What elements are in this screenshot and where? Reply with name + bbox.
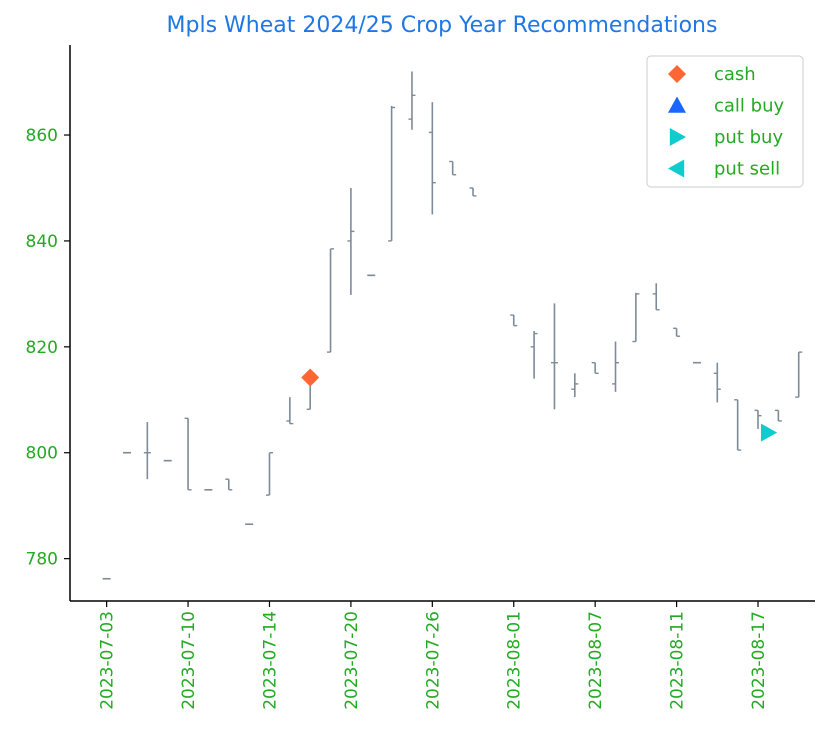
ohlc-bar	[347, 187, 355, 295]
legend-cash-label: cash	[714, 64, 756, 85]
legend-cash-marker	[668, 65, 686, 83]
ohlc-bar	[510, 314, 518, 327]
ohlc-bar	[286, 397, 294, 425]
legend: cash call buy put buy put sell	[646, 55, 804, 188]
ohlc-bar	[754, 409, 762, 429]
legend-put-sell-label: put sell	[714, 159, 780, 180]
cash-marker	[301, 368, 320, 387]
x-tick-label: 2023-08-07	[586, 611, 606, 710]
ohlc-bar	[184, 417, 192, 491]
ohlc-bar	[449, 160, 457, 176]
ohlc-bar	[408, 71, 416, 130]
legend-box	[646, 55, 804, 188]
x-tick-label: 2023-07-20	[342, 611, 362, 710]
ohlc-bar	[143, 422, 151, 480]
ohlc-bar	[225, 478, 233, 491]
x-tick-label: 2023-07-03	[98, 611, 118, 710]
ohlc-bar	[388, 105, 396, 242]
put-buy-marker	[760, 423, 778, 442]
ohlc-bar	[673, 327, 681, 337]
ohlc-bar	[612, 341, 620, 392]
ohlc-bar	[469, 187, 477, 197]
x-tick-label: 2023-07-14	[260, 611, 280, 710]
x-tick-label: 2023-08-11	[668, 611, 688, 710]
ohlc-bar	[571, 373, 579, 398]
y-tick-label: 800	[26, 444, 58, 464]
ohlc-bar	[591, 362, 599, 375]
x-tick-label: 2023-07-26	[423, 611, 443, 710]
legend-call-buy-label: call buy	[714, 96, 784, 117]
legend-put-buy-marker	[669, 128, 686, 146]
ohlc-bar	[327, 248, 335, 353]
ohlc-bar	[774, 409, 782, 422]
plot-area	[102, 71, 803, 580]
ohlc-bar	[652, 283, 660, 311]
y-tick-label: 780	[26, 550, 58, 570]
ohlc-bar	[632, 292, 640, 343]
y-tick-label: 860	[26, 126, 58, 146]
x-tick-label: 2023-08-17	[749, 611, 769, 710]
x-axis-ticks: 2023-07-03 2023-07-10 2023-07-14 2023-07-20…	[98, 601, 769, 710]
y-tick-label: 840	[26, 232, 58, 252]
y-axis-ticks: 780 800 820 840 860	[26, 126, 70, 570]
ohlc-bar	[734, 399, 742, 451]
legend-put-sell-marker	[668, 159, 685, 178]
legend-call-buy-marker	[668, 96, 686, 113]
ohlc-bar	[795, 351, 803, 398]
ohlc-bar	[530, 330, 538, 379]
chart-title: Mpls Wheat 2024/25 Crop Year Recommendat…	[167, 13, 718, 38]
ohlc-bar	[265, 452, 273, 496]
ohlc-bar	[428, 102, 436, 215]
y-tick-label: 820	[26, 338, 58, 358]
legend-put-buy-label: put buy	[714, 127, 783, 148]
x-tick-label: 2023-07-10	[179, 611, 199, 710]
ohlc-bar	[550, 303, 558, 410]
x-tick-label: 2023-08-01	[505, 611, 525, 710]
ohlc-bar	[713, 362, 721, 403]
